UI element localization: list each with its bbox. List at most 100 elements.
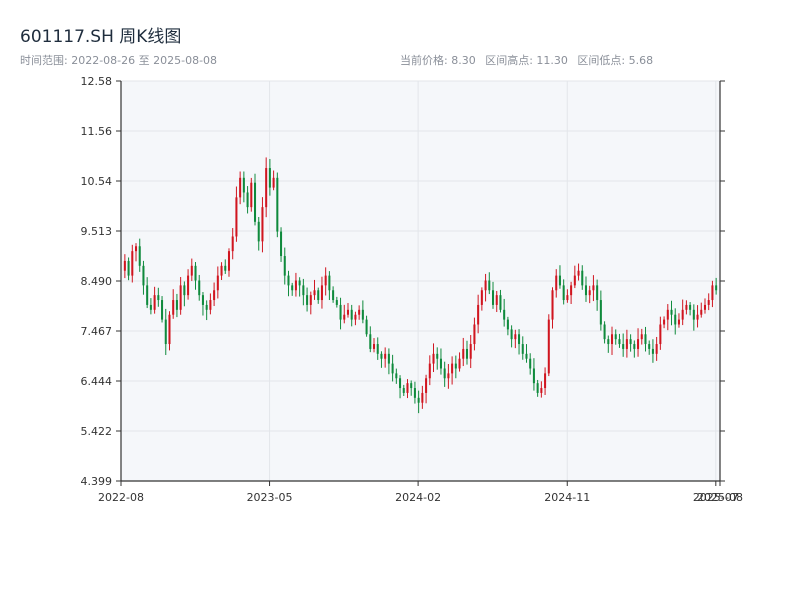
candle-body bbox=[551, 290, 554, 320]
candle-body bbox=[216, 275, 219, 291]
candle-body bbox=[190, 265, 193, 276]
candle-body bbox=[659, 324, 662, 345]
candle-body bbox=[149, 304, 152, 310]
candle-body bbox=[372, 344, 376, 349]
candle-body bbox=[413, 388, 416, 398]
candle-body bbox=[685, 304, 688, 310]
candle-body bbox=[287, 275, 290, 286]
candle-body bbox=[473, 324, 476, 345]
candle-body bbox=[369, 334, 372, 349]
candle-body bbox=[142, 265, 145, 286]
candle-body bbox=[622, 344, 625, 349]
candle-body bbox=[317, 290, 320, 301]
candle-body bbox=[127, 260, 130, 276]
candle-body bbox=[298, 280, 301, 286]
candle-body bbox=[343, 314, 346, 320]
candle-body bbox=[328, 275, 331, 291]
candle-body bbox=[358, 309, 361, 315]
candle-body bbox=[629, 339, 632, 345]
y-tick-label: 10.54 bbox=[81, 175, 113, 188]
x-tick-label: 2024-11 bbox=[544, 491, 590, 504]
candle-body bbox=[235, 197, 238, 237]
candle-body bbox=[242, 177, 245, 193]
candle-body bbox=[674, 314, 677, 325]
candle-body bbox=[335, 300, 338, 305]
candle-body bbox=[462, 348, 465, 359]
candle-body bbox=[276, 177, 279, 232]
candle-body bbox=[261, 207, 264, 242]
candle-body bbox=[566, 295, 569, 301]
candle-body bbox=[681, 309, 684, 320]
y-tick-label: 8.490 bbox=[81, 275, 113, 288]
candle-body bbox=[417, 397, 420, 403]
candle-body bbox=[123, 260, 126, 271]
chart-title: 601117.SH 周K线图 bbox=[20, 27, 182, 47]
candle-body bbox=[224, 265, 227, 271]
candle-body bbox=[581, 270, 584, 286]
candle-body bbox=[265, 168, 268, 208]
candle-body bbox=[495, 295, 498, 305]
candle-body bbox=[172, 300, 175, 315]
candle-body bbox=[506, 319, 509, 330]
range-low-label: 区间低点: 5.68 bbox=[577, 54, 654, 67]
candle-body bbox=[614, 334, 617, 340]
candle-body bbox=[588, 290, 591, 296]
candle-body bbox=[354, 314, 357, 320]
candle-body bbox=[458, 358, 461, 369]
candle-body bbox=[399, 378, 402, 389]
candle-body bbox=[361, 309, 364, 320]
candle-body bbox=[350, 309, 353, 320]
candle-body bbox=[421, 392, 424, 403]
candle-body bbox=[666, 309, 669, 320]
candle-body bbox=[198, 280, 201, 296]
candle-body bbox=[332, 290, 335, 301]
candle-body bbox=[655, 344, 658, 354]
candle-body bbox=[443, 368, 446, 379]
candle-body bbox=[410, 383, 413, 389]
range-high-label: 区间高点: 11.30 bbox=[485, 54, 568, 67]
candle-body bbox=[465, 348, 469, 359]
y-tick-label: 7.467 bbox=[81, 325, 113, 338]
candle-body bbox=[596, 285, 599, 301]
candle-body bbox=[521, 344, 524, 354]
y-tick-label: 9.513 bbox=[81, 225, 113, 238]
candle-body bbox=[491, 290, 495, 305]
x-tick-label: 2025-08 bbox=[697, 491, 743, 504]
x-tick-label: 2023-05 bbox=[247, 491, 293, 504]
candle-body bbox=[700, 309, 703, 315]
candle-body bbox=[391, 363, 394, 374]
current-price-label: 当前价格: 8.30 bbox=[400, 54, 476, 67]
candle-body bbox=[239, 177, 242, 198]
candle-body bbox=[644, 334, 647, 345]
candle-body bbox=[436, 353, 439, 359]
candle-body bbox=[365, 319, 368, 335]
candle-body bbox=[677, 319, 680, 325]
candle-body bbox=[425, 378, 428, 393]
candle-body bbox=[380, 353, 383, 359]
candle-body bbox=[309, 295, 312, 305]
candle-body bbox=[175, 300, 178, 310]
candle-body bbox=[651, 348, 654, 354]
candle-body bbox=[280, 231, 283, 257]
candle-body bbox=[432, 353, 435, 364]
candle-body bbox=[402, 388, 405, 393]
candle-body bbox=[157, 295, 160, 301]
candle-body bbox=[346, 309, 350, 315]
candle-body bbox=[518, 334, 521, 345]
candle-body bbox=[201, 295, 204, 305]
candle-body bbox=[703, 304, 707, 310]
candle-body bbox=[610, 334, 614, 345]
candle-body bbox=[715, 285, 718, 291]
candle-body bbox=[696, 314, 699, 320]
candle-body bbox=[179, 285, 182, 310]
candle-body bbox=[268, 168, 271, 188]
candle-body bbox=[570, 285, 573, 296]
candle-body bbox=[633, 344, 636, 349]
candle-body bbox=[536, 383, 539, 393]
y-tick-label: 6.444 bbox=[81, 375, 113, 388]
candle-body bbox=[529, 358, 532, 369]
candle-body bbox=[540, 388, 543, 393]
x-tick-label: 2022-08 bbox=[98, 491, 144, 504]
candle-body bbox=[164, 319, 167, 345]
